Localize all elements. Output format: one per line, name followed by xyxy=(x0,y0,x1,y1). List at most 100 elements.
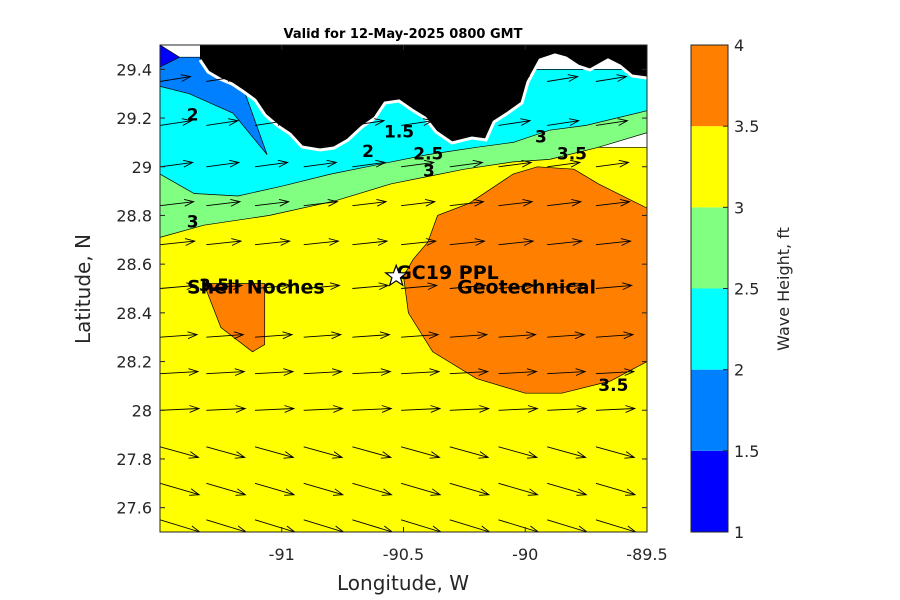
x-axis-label: Longitude, W xyxy=(337,571,469,595)
chart-title: Valid for 12-May-2025 0800 GMT xyxy=(284,27,523,42)
wave-vector-5-2 xyxy=(254,331,294,340)
wave-vector-5-7 xyxy=(498,331,537,340)
wave-vector-6-0 xyxy=(160,282,198,291)
wave-vector-10-3 xyxy=(303,118,337,126)
contour-region-3-5-5 xyxy=(203,283,266,353)
wave-vector-4-7 xyxy=(498,368,538,376)
wave-vector-8-3 xyxy=(303,198,339,207)
wave-vector-8-6 xyxy=(449,198,485,207)
colorbar-segment-1 xyxy=(691,369,728,451)
wave-vector-1-6 xyxy=(449,482,491,496)
wave-vector-2-8 xyxy=(547,446,587,459)
wave-vector-5-8 xyxy=(547,331,586,340)
y-tick-label-2: 28 xyxy=(132,401,152,420)
wave-vector-1-9 xyxy=(595,482,637,496)
colorbar-tick-label-1: 1.5 xyxy=(734,442,759,461)
wave-vector-0-4 xyxy=(352,519,394,532)
wave-vector-7-5 xyxy=(401,238,438,246)
y-tick-label-6: 28.8 xyxy=(116,206,152,225)
wave-vector-0-6 xyxy=(449,519,491,532)
wave-vector-4-3 xyxy=(303,368,344,376)
y-tick-label-4: 28.4 xyxy=(116,304,152,323)
colorbar-tick-label-3: 2.5 xyxy=(734,280,759,299)
colorbar-tick-label-2: 2 xyxy=(734,361,744,380)
wave-vector-10-2 xyxy=(254,118,288,126)
wave-vector-11-1 xyxy=(206,74,239,82)
wave-vector-4-8 xyxy=(547,368,587,376)
wave-vector-11-3 xyxy=(303,74,336,82)
wave-vector-10-1 xyxy=(206,118,240,126)
wave-vector-8-1 xyxy=(206,198,242,207)
wave-vector-6-3 xyxy=(303,282,341,291)
wave-vector-6-9 xyxy=(595,282,634,291)
wave-vector-0-5 xyxy=(400,519,442,532)
wave-vector-9-8 xyxy=(547,159,582,168)
wave-vector-9-5 xyxy=(401,159,436,168)
wave-vector-8-4 xyxy=(352,198,388,207)
colorbar-tick-label-5: 3.5 xyxy=(734,117,759,136)
contour-label-2: 2 xyxy=(362,142,374,162)
colorbar: 1 1.5 2 2.5 3 3.5 4 xyxy=(690,36,759,542)
contour-label-8: 3.5 xyxy=(598,376,628,396)
wave-direction-vectors xyxy=(160,74,637,532)
wave-vector-0-2 xyxy=(254,519,296,532)
y-tick-label-8: 29.2 xyxy=(116,109,152,128)
wave-vector-4-0 xyxy=(160,368,200,376)
wave-vector-7-3 xyxy=(303,238,340,246)
wave-vector-1-7 xyxy=(498,482,539,496)
wave-vector-8-2 xyxy=(254,198,291,207)
wave-vector-0-0 xyxy=(160,519,201,532)
y-axis-ticks: 27.6 27.8 28 28.2 28.4 28.6 28.8 29 29.2 29.4 xyxy=(116,60,647,518)
contour-label-1: 1.5 xyxy=(384,123,414,143)
site-label-0: Shell Noches xyxy=(187,276,325,298)
colorbar-segment-3 xyxy=(691,207,728,289)
wave-vector-3-4 xyxy=(352,405,393,413)
wave-vector-9-4 xyxy=(352,159,387,168)
contour-label-5: 3 xyxy=(535,127,547,147)
wave-vector-5-0 xyxy=(160,331,199,340)
y-tick-label-5: 28.6 xyxy=(116,255,152,274)
wave-vector-6-7 xyxy=(498,282,536,291)
wave-vector-5-3 xyxy=(303,331,343,340)
colorbar-segment-4 xyxy=(691,126,728,208)
wave-vector-4-2 xyxy=(254,368,295,376)
wave-vector-6-5 xyxy=(401,282,439,291)
wave-vector-2-0 xyxy=(160,446,200,459)
contour-label-9: 3.5 xyxy=(199,276,229,296)
shoreline-white xyxy=(198,53,647,152)
wave-vector-9-9 xyxy=(595,159,630,168)
wave-vector-10-6 xyxy=(449,118,483,126)
wave-vector-2-9 xyxy=(595,446,636,459)
wave-vector-8-5 xyxy=(401,198,437,207)
wave-vector-7-1 xyxy=(206,238,243,246)
colorbar-segment-5 xyxy=(691,45,728,127)
wave-vector-10-0 xyxy=(160,118,193,126)
wave-vector-6-4 xyxy=(352,282,390,291)
wave-vector-7-0 xyxy=(160,238,196,246)
y-tick-label-7: 29 xyxy=(132,158,152,177)
wave-vector-8-9 xyxy=(595,198,631,207)
wave-vector-9-6 xyxy=(449,159,484,168)
wave-vector-9-3 xyxy=(303,159,338,168)
wave-vector-4-1 xyxy=(206,368,246,376)
wave-vector-2-6 xyxy=(449,446,490,459)
wave-vector-3-5 xyxy=(401,405,442,413)
wave-vector-7-9 xyxy=(595,238,632,246)
wave-vector-6-8 xyxy=(547,282,585,291)
wave-vector-3-0 xyxy=(160,405,201,413)
wave-vector-5-9 xyxy=(595,331,635,340)
x-tick-label-3: -89.5 xyxy=(626,545,667,564)
y-tick-label-0: 27.6 xyxy=(116,499,152,518)
wave-vector-2-7 xyxy=(498,446,539,459)
wave-vector-1-3 xyxy=(303,482,345,496)
wave-vector-1-5 xyxy=(400,482,442,496)
wave-vector-10-4 xyxy=(352,118,386,126)
wave-vector-11-7 xyxy=(498,74,531,82)
wave-vector-3-7 xyxy=(498,405,539,413)
wave-vector-9-1 xyxy=(206,159,241,168)
wave-vector-8-0 xyxy=(160,198,196,207)
wave-vector-3-8 xyxy=(547,405,588,413)
wave-vector-1-2 xyxy=(254,482,296,496)
